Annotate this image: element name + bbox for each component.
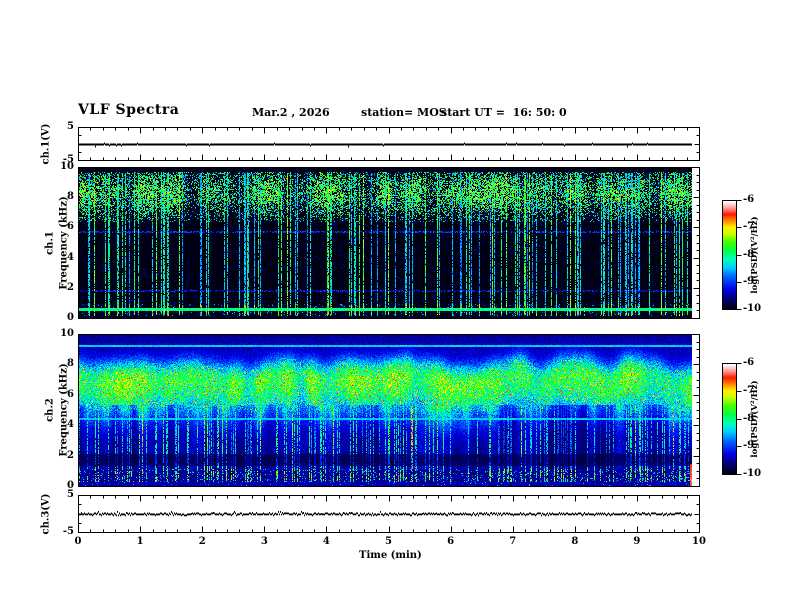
- tick-label: 6: [67, 221, 74, 233]
- tick-label: -10: [743, 303, 762, 314]
- tick-label: 8: [67, 358, 74, 370]
- tick-label: 0: [74, 536, 82, 547]
- tick-label: 3: [260, 536, 268, 547]
- tick-label: 6: [447, 536, 455, 547]
- tick-label: 4: [67, 419, 74, 431]
- tick-label: 4: [322, 536, 330, 547]
- tick-label: -8: [743, 412, 755, 424]
- tick-label: -10: [743, 468, 762, 479]
- header-station: station= MOS: [361, 106, 447, 119]
- tick-label: 5: [385, 536, 392, 547]
- ch3-voltage-trace-canvas: [79, 496, 699, 532]
- tick-label: -9: [743, 275, 755, 287]
- tick-label: 10: [692, 536, 706, 547]
- colorbar1-gradient-canvas: [723, 201, 736, 309]
- header-date: Mar.2 , 2026: [252, 106, 330, 119]
- tick-label: 0: [67, 480, 74, 491]
- tick-label: -5: [62, 526, 74, 537]
- tick-label: 5: [67, 121, 74, 132]
- tick-label: 2: [67, 449, 74, 461]
- ch2-frequency-axis-label: Frequency (kHz): [58, 363, 70, 457]
- tick-label: 8: [571, 536, 579, 547]
- tick-label: -7: [743, 384, 755, 396]
- ch2-spectrogram-canvas: [79, 335, 699, 486]
- tick-label: -5: [62, 154, 74, 165]
- tick-label: 8: [67, 191, 74, 203]
- tick-label: 2: [198, 536, 206, 547]
- tick-label: 6: [67, 388, 74, 400]
- ch1-frequency-axis-label: Frequency (kHz): [58, 196, 70, 290]
- tick-label: 1: [136, 536, 144, 547]
- tick-label: -6: [743, 357, 755, 368]
- tick-label: 4: [67, 251, 74, 263]
- tick-label: 10: [60, 328, 74, 339]
- tick-label: 10: [60, 161, 74, 172]
- tick-label: 0: [67, 312, 74, 323]
- header-start-ut: start UT = 16: 50: 0: [441, 106, 567, 119]
- tick-label: -6: [743, 194, 755, 205]
- page-title: VLF Spectra: [78, 102, 180, 118]
- time-axis-label: Time (min): [359, 550, 422, 561]
- ch1-spectrogram-canvas: [79, 168, 699, 318]
- colorbar2-gradient-canvas: [723, 364, 736, 474]
- tick-label: 9: [633, 536, 641, 547]
- tick-label: 7: [509, 536, 517, 547]
- tick-label: 5: [67, 489, 74, 500]
- tick-label: -8: [743, 248, 755, 260]
- tick-label: -9: [743, 440, 755, 452]
- tick-label: 2: [67, 281, 74, 293]
- ch1-voltage-trace-canvas: [79, 128, 699, 160]
- tick-label: -7: [743, 221, 755, 233]
